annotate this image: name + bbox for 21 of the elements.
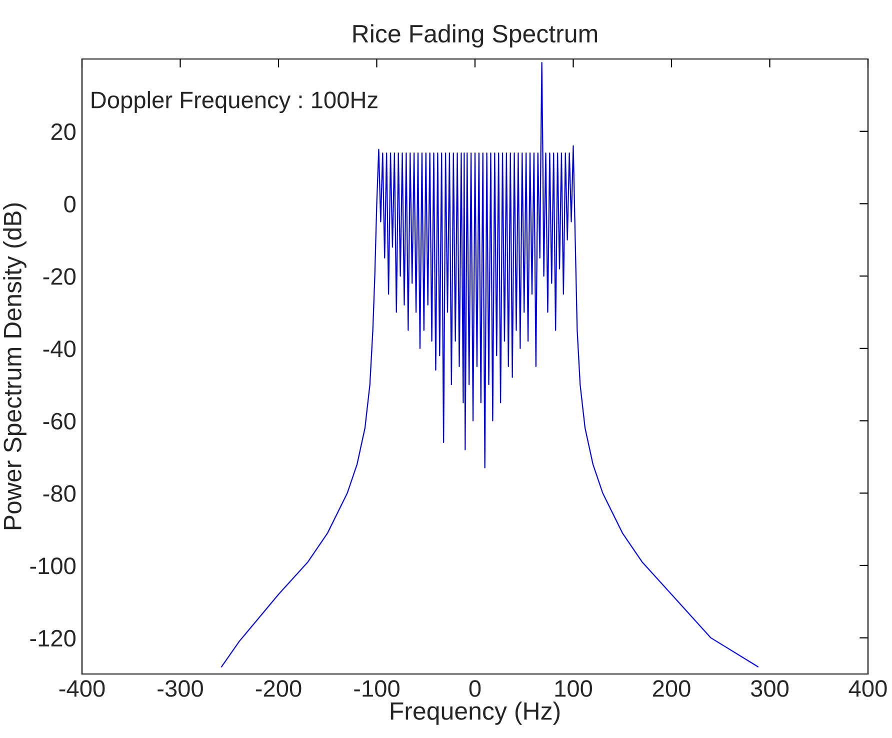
x-tick-label: 200: [652, 680, 690, 697]
chart-title: Rice Fading Spectrum: [353, 24, 598, 48]
x-tick-label: -300: [158, 680, 203, 697]
x-tick-label: 400: [848, 680, 887, 697]
x-tick-label: -100: [354, 680, 400, 697]
y-tick-label: -120: [30, 630, 76, 647]
y-tick-label: -60: [43, 412, 76, 430]
y-tick-label: -40: [43, 340, 76, 358]
y-tick-label: -80: [43, 485, 76, 502]
annotation: Doppler Frequency : 100Hz: [92, 91, 378, 114]
x-tick-label: -200: [256, 680, 302, 697]
y-tick-label: -20: [43, 268, 76, 285]
x-tick-label: 0: [469, 680, 481, 697]
x-tick-label: -400: [59, 680, 105, 697]
y-tick-label: -100: [30, 558, 76, 574]
x-tick-label: 100: [555, 680, 592, 697]
y-axis-title: Power Spectrum Density (dB): [3, 203, 26, 530]
x-axis-title: Frequency (Hz): [390, 702, 560, 725]
y-tick-label: 20: [51, 123, 76, 140]
x-tick-label: 300: [750, 680, 789, 697]
y-tick-label: 0: [64, 196, 76, 212]
